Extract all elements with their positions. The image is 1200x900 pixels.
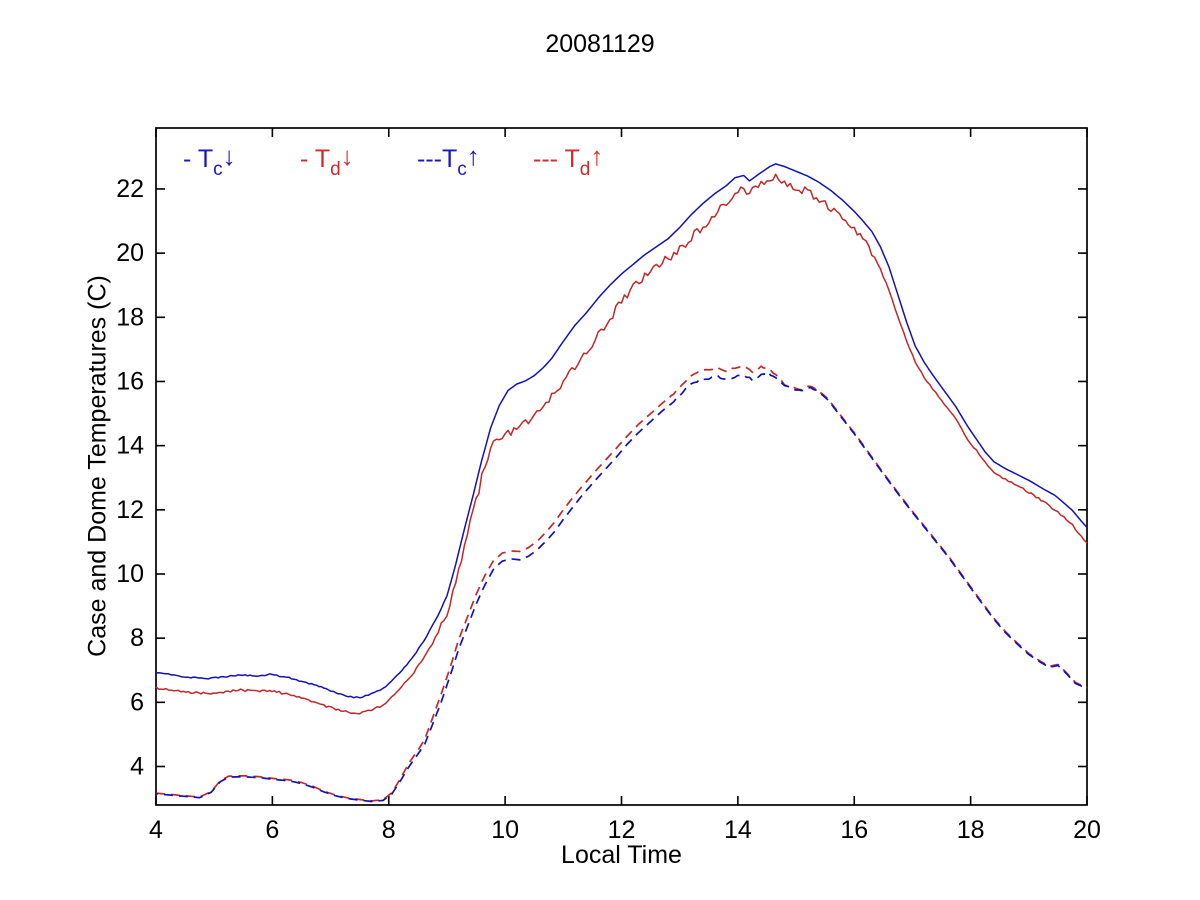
series-line-tc-up [155,371,1088,803]
plot-box [155,127,1088,806]
x-tick-label: 4 [149,816,163,844]
y-tick-label: 6 [130,688,144,716]
legend-item-d-up: --- Td↑ [533,141,603,180]
y-tick-label: 18 [116,303,144,331]
x-tick-label: 16 [840,816,868,844]
legend-item-d-down: - Td↓ [300,141,354,180]
series-line-tc-down [155,163,1088,699]
y-tick-label: 10 [116,560,144,588]
series-line-td-down [155,173,1088,715]
y-tick-label: 8 [130,624,144,652]
x-axis-label: Local Time [561,841,682,869]
y-tick-label: 16 [116,367,144,395]
y-tick-label: 4 [130,752,144,780]
x-tick-label: 10 [491,816,519,844]
legend-item-c-up: ---Tc↑ [417,141,480,180]
x-tick-label: 18 [957,816,985,844]
y-tick-label: 22 [116,175,144,203]
x-tick-label: 8 [382,816,396,844]
series-line-td-up [155,365,1088,802]
legend-item-c-down: - Tc↓ [183,141,236,180]
y-tick-label: 14 [116,432,144,460]
x-tick-label: 14 [724,816,752,844]
chart-title: 20081129 [545,30,655,58]
x-tick-label: 12 [608,816,636,844]
x-tick-label: 20 [1073,816,1101,844]
x-tick-label: 6 [265,816,279,844]
y-tick-label: 12 [116,496,144,524]
y-tick-label: 20 [116,239,144,267]
